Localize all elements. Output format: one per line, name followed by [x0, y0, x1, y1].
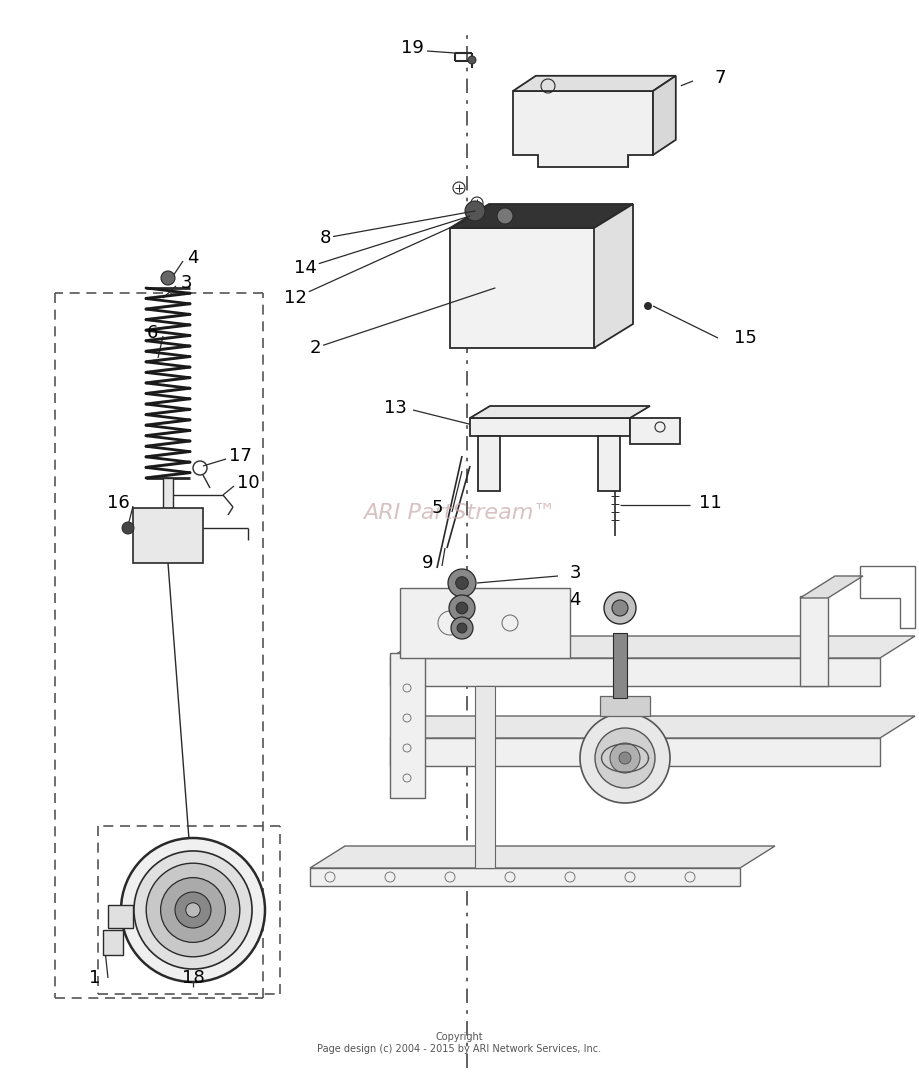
- Text: 19: 19: [401, 39, 424, 57]
- Circle shape: [610, 743, 640, 773]
- Text: 4: 4: [569, 591, 581, 609]
- Circle shape: [644, 302, 652, 310]
- Bar: [450, 229, 595, 348]
- Polygon shape: [513, 91, 653, 167]
- Polygon shape: [146, 387, 190, 393]
- Polygon shape: [146, 409, 190, 415]
- Polygon shape: [450, 204, 633, 229]
- Circle shape: [457, 623, 467, 633]
- Polygon shape: [470, 406, 650, 418]
- Polygon shape: [146, 472, 190, 478]
- Circle shape: [468, 56, 476, 64]
- Text: 9: 9: [422, 554, 434, 572]
- Bar: [630, 418, 680, 444]
- Circle shape: [595, 728, 655, 788]
- Circle shape: [186, 902, 200, 917]
- Bar: [390, 738, 880, 766]
- Polygon shape: [146, 292, 190, 299]
- Circle shape: [619, 752, 631, 764]
- Text: 15: 15: [733, 329, 756, 347]
- Polygon shape: [146, 419, 190, 425]
- Circle shape: [456, 603, 468, 613]
- Polygon shape: [146, 376, 190, 383]
- Polygon shape: [146, 334, 190, 341]
- Text: 14: 14: [293, 216, 470, 277]
- Circle shape: [580, 713, 670, 803]
- Circle shape: [604, 592, 636, 624]
- Bar: [390, 653, 425, 798]
- Bar: [470, 418, 630, 436]
- Polygon shape: [653, 75, 675, 155]
- Circle shape: [456, 577, 469, 590]
- Circle shape: [161, 271, 175, 285]
- Polygon shape: [146, 440, 190, 446]
- Text: 10: 10: [237, 474, 259, 492]
- Text: 13: 13: [383, 399, 406, 417]
- Text: 18: 18: [182, 969, 204, 987]
- Circle shape: [161, 877, 225, 942]
- Polygon shape: [146, 398, 190, 404]
- Polygon shape: [594, 204, 633, 348]
- Bar: [163, 478, 173, 508]
- Polygon shape: [390, 716, 915, 738]
- Polygon shape: [146, 314, 190, 320]
- Bar: [133, 508, 203, 563]
- Text: ARI PartStream™: ARI PartStream™: [363, 503, 555, 523]
- Text: 5: 5: [431, 499, 443, 517]
- Polygon shape: [146, 461, 190, 468]
- Polygon shape: [146, 303, 190, 309]
- Circle shape: [612, 600, 628, 616]
- Polygon shape: [108, 906, 133, 928]
- Text: 6: 6: [146, 324, 158, 342]
- Text: 2: 2: [310, 288, 495, 357]
- Bar: [475, 686, 495, 868]
- Circle shape: [146, 863, 240, 957]
- Circle shape: [122, 522, 134, 534]
- Polygon shape: [310, 846, 775, 868]
- Polygon shape: [146, 367, 190, 372]
- Polygon shape: [513, 75, 675, 91]
- Text: 12: 12: [284, 221, 465, 307]
- Bar: [390, 658, 880, 686]
- Circle shape: [497, 208, 513, 224]
- Text: 3: 3: [180, 274, 192, 292]
- Text: 3: 3: [569, 564, 581, 582]
- Polygon shape: [146, 451, 190, 457]
- Text: 16: 16: [107, 494, 130, 512]
- Text: 7: 7: [714, 69, 726, 87]
- Circle shape: [465, 201, 485, 221]
- Circle shape: [175, 892, 211, 928]
- Polygon shape: [146, 356, 190, 362]
- Text: 1: 1: [89, 969, 101, 987]
- Text: Copyright
Page design (c) 2004 - 2015 by ARI Network Services, Inc.: Copyright Page design (c) 2004 - 2015 by…: [317, 1033, 601, 1054]
- Text: 17: 17: [229, 447, 252, 465]
- Polygon shape: [390, 636, 915, 658]
- Text: 8: 8: [319, 211, 475, 247]
- Circle shape: [448, 569, 476, 597]
- Circle shape: [121, 838, 265, 982]
- Circle shape: [451, 617, 473, 639]
- Text: 11: 11: [698, 494, 721, 512]
- Bar: [613, 633, 627, 697]
- Polygon shape: [800, 576, 863, 598]
- Bar: [478, 436, 500, 490]
- Bar: [598, 436, 620, 490]
- Circle shape: [449, 595, 475, 621]
- Circle shape: [134, 851, 252, 969]
- Polygon shape: [146, 324, 190, 330]
- Polygon shape: [146, 345, 190, 351]
- Bar: [600, 696, 650, 716]
- Bar: [103, 930, 123, 955]
- Polygon shape: [146, 429, 190, 436]
- Bar: [310, 868, 740, 886]
- Bar: [400, 588, 570, 658]
- Bar: [800, 596, 828, 686]
- Text: 4: 4: [187, 249, 199, 267]
